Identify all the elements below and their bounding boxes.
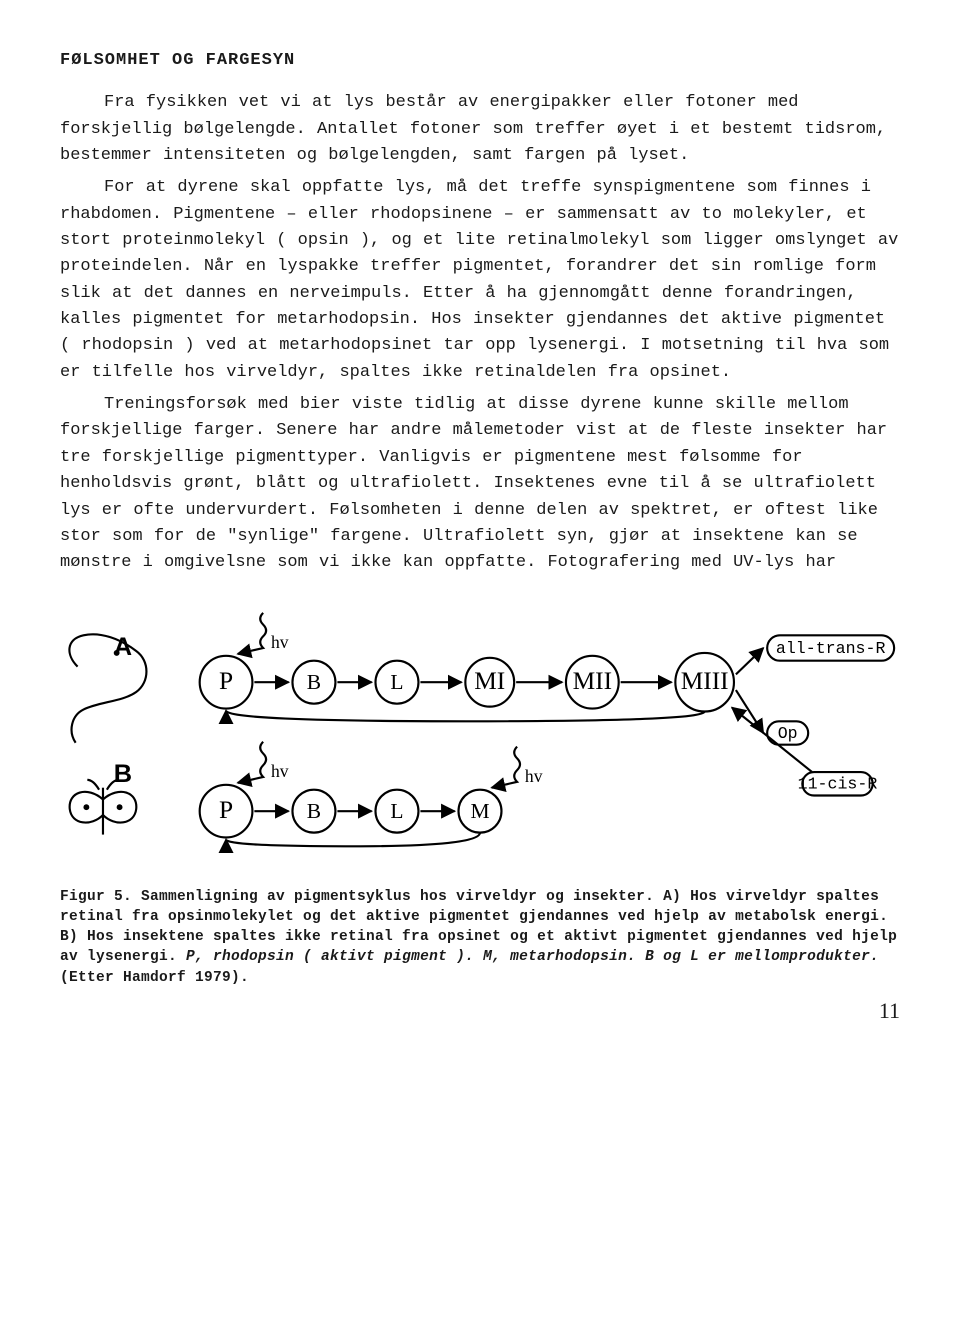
- caption-lead: Figur 5.: [60, 889, 132, 905]
- section-heading: FØLSOMHET OG FARGESYN: [60, 48, 900, 74]
- svg-text:MII: MII: [573, 667, 612, 695]
- svg-text:B: B: [307, 799, 321, 823]
- figure-caption: Figur 5. Sammenligning av pigmentsyklus …: [60, 887, 900, 988]
- svg-text:M: M: [470, 799, 489, 823]
- svg-text:MI: MI: [474, 667, 505, 695]
- paragraph: Fra fysikken vet vi at lys består av ene…: [60, 90, 900, 169]
- figure-5: APBLMIMIIMIIIhvall-trans-ROp11-cis-RBPBL…: [60, 593, 900, 873]
- pigment-cycle-diagram: APBLMIMIIMIIIhvall-trans-ROp11-cis-RBPBL…: [60, 593, 900, 873]
- page-number: 11: [60, 994, 900, 1028]
- caption-italics: P, rhodopsin ( aktivt pigment ). M, meta…: [186, 949, 879, 965]
- svg-text:Op: Op: [778, 723, 798, 742]
- svg-text:L: L: [390, 670, 403, 694]
- svg-text:all-trans-R: all-trans-R: [776, 638, 886, 657]
- svg-text:P: P: [219, 667, 233, 695]
- svg-text:P: P: [219, 796, 233, 824]
- svg-text:hv: hv: [271, 760, 289, 780]
- svg-text:B: B: [114, 759, 132, 787]
- paragraph: Treningsforsøk med bier viste tidlig at …: [60, 392, 900, 576]
- svg-text:B: B: [307, 670, 321, 694]
- paragraph: For at dyrene skal oppfatte lys, må det …: [60, 175, 900, 386]
- svg-text:L: L: [390, 799, 403, 823]
- svg-text:MIII: MIII: [681, 667, 729, 695]
- svg-text:hv: hv: [525, 765, 543, 785]
- caption-tail: (Etter Hamdorf 1979).: [60, 970, 249, 986]
- svg-text:11-cis-R: 11-cis-R: [798, 774, 878, 793]
- svg-text:hv: hv: [271, 632, 289, 652]
